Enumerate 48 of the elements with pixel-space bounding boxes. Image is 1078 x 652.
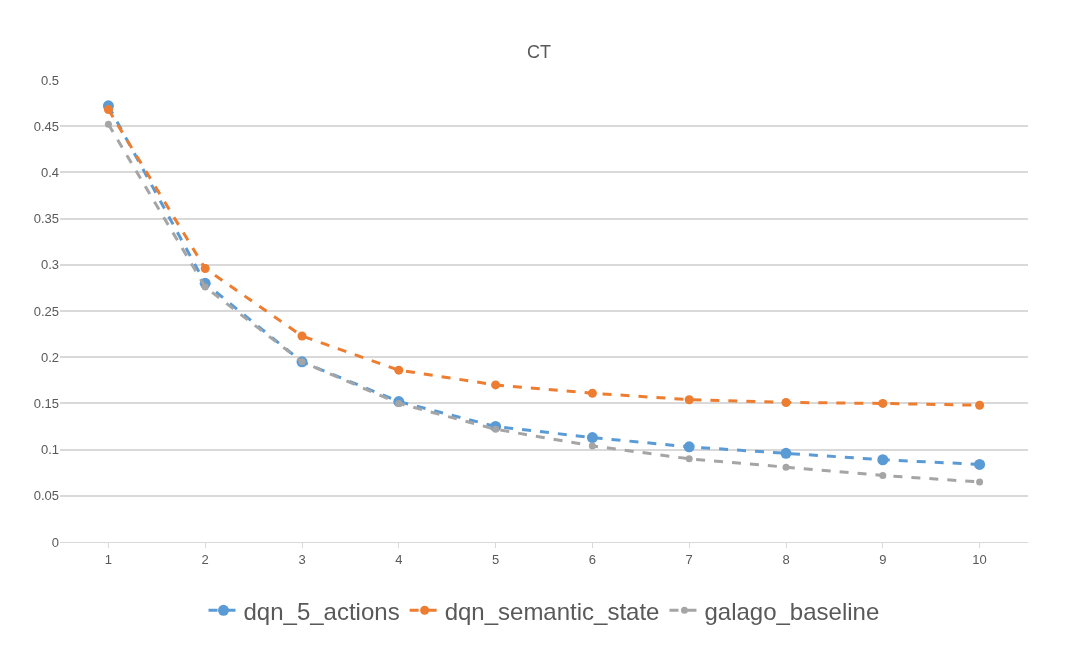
point xyxy=(974,458,986,470)
point xyxy=(588,442,596,450)
point xyxy=(975,400,985,410)
legend-label: dqn_5_actions xyxy=(243,597,400,625)
x-tick-label: 4 xyxy=(395,551,403,567)
y-tick-label: 0.5 xyxy=(40,72,59,88)
point xyxy=(201,283,209,291)
point xyxy=(877,454,889,466)
point xyxy=(297,331,307,341)
legend-label: dqn_semantic_state xyxy=(444,597,660,625)
y-tick-label: 0.2 xyxy=(40,349,59,365)
y-tick-label: 0.05 xyxy=(33,488,59,504)
x-tick-label: 5 xyxy=(491,551,500,567)
point xyxy=(782,463,790,471)
point xyxy=(103,105,113,115)
point xyxy=(586,432,598,444)
x-tick-label: 2 xyxy=(201,551,209,567)
x-tick-label: 6 xyxy=(588,551,597,567)
point xyxy=(781,397,791,407)
point xyxy=(492,425,500,433)
point xyxy=(976,478,984,486)
point xyxy=(104,120,112,128)
y-tick-label: 0.25 xyxy=(33,303,59,319)
point xyxy=(780,447,792,459)
point xyxy=(587,388,597,398)
point xyxy=(684,395,694,405)
y-tick-label: 0.1 xyxy=(40,442,59,458)
chart-title: CT xyxy=(527,42,551,63)
x-tick-label: 7 xyxy=(685,551,693,567)
point xyxy=(491,380,501,390)
y-tick-label: 0 xyxy=(51,534,59,550)
y-tick-label: 0.3 xyxy=(40,257,59,273)
y-tick-label: 0.4 xyxy=(40,164,59,180)
y-tick-label: 0.45 xyxy=(33,118,59,134)
x-tick-label: 10 xyxy=(972,551,987,567)
x-tick-label: 3 xyxy=(298,551,306,567)
x-tick-label: 1 xyxy=(104,551,113,567)
point xyxy=(683,441,695,453)
x-tick-label: 8 xyxy=(782,551,790,567)
x-tick-label: 9 xyxy=(879,551,887,567)
y-tick-label: 0.15 xyxy=(33,395,59,411)
legend-label: galago_baseline xyxy=(704,597,880,625)
point xyxy=(685,455,693,463)
point xyxy=(200,264,210,273)
point xyxy=(878,398,888,408)
point xyxy=(879,471,887,479)
y-tick-label: 0.35 xyxy=(33,211,59,227)
point xyxy=(394,365,404,375)
